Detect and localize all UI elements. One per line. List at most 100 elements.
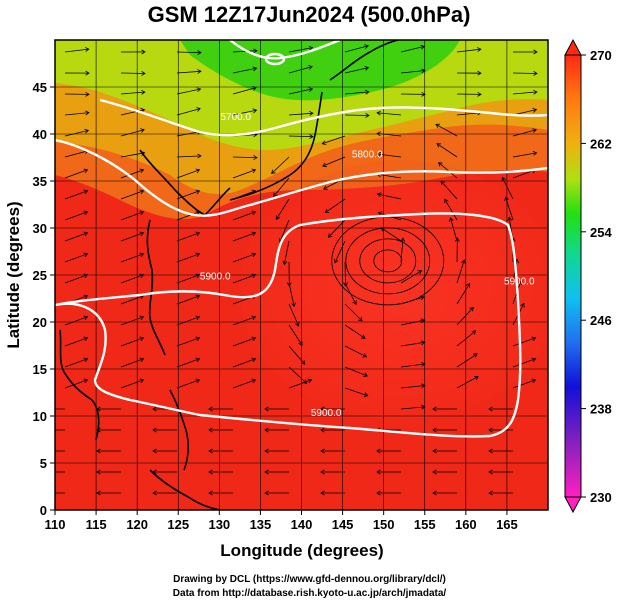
streamline-arrowhead <box>421 68 426 74</box>
streamline <box>377 112 402 116</box>
streamline <box>232 109 257 116</box>
streamline-arrowhead <box>141 89 146 95</box>
streamline <box>502 177 514 200</box>
streamline-arrowhead <box>321 140 327 145</box>
streamline-arrowhead <box>320 427 325 433</box>
streamline <box>176 232 200 242</box>
streamline-arrowhead <box>195 231 201 237</box>
streamline-arrowhead <box>291 302 296 308</box>
streamline <box>120 169 144 179</box>
streamline-arrowhead <box>501 176 506 182</box>
x-tick-label: 125 <box>167 517 189 532</box>
streamline <box>176 316 200 326</box>
coastline-china-east <box>146 219 166 356</box>
streamline <box>444 199 458 221</box>
streamline-arrowhead <box>152 448 157 454</box>
x-tick-label: 155 <box>414 517 436 532</box>
colorbar-tick-label: 262 <box>590 136 612 151</box>
chart-figure: GSM 12Z17Jun2024 (500.0hPa) 5900.05900.0… <box>4 2 612 560</box>
streamline <box>400 46 425 53</box>
streamline-arrowhead <box>273 192 278 197</box>
streamline-arrowhead <box>365 113 370 118</box>
x-tick-label: 130 <box>208 517 230 532</box>
streamline-arrowhead <box>376 110 381 116</box>
streamline-arrowhead <box>251 273 257 279</box>
streamline <box>176 358 200 368</box>
streamline-arrowhead <box>251 168 257 174</box>
streamline-arrowhead <box>323 185 328 190</box>
streamline-arrowhead <box>208 427 213 433</box>
streamline-arrowhead <box>307 378 313 384</box>
streamline-arrowhead <box>252 86 257 91</box>
streamline <box>322 156 346 167</box>
x-tick-label: 110 <box>45 517 66 532</box>
streamline-arrowhead <box>517 280 522 286</box>
streamline-arrowhead <box>420 340 426 346</box>
contour-5600 <box>229 40 341 60</box>
streamline <box>400 385 425 389</box>
streamline-arrowhead <box>251 252 257 258</box>
streamline-arrowhead <box>520 302 525 308</box>
streamline-arrowhead <box>376 448 381 454</box>
streamline-arrowhead <box>358 316 363 322</box>
streamline <box>344 366 368 377</box>
vortex-streamline <box>345 227 431 295</box>
streamline-arrowhead <box>195 357 201 363</box>
contour-label: 5900.0 <box>311 408 342 419</box>
streamline-arrowhead <box>141 49 146 55</box>
streamline <box>64 337 88 347</box>
streamline-arrowhead <box>275 215 280 220</box>
streamline-arrowhead <box>365 89 370 95</box>
streamline <box>288 282 295 307</box>
contour-label: 5900.0 <box>504 276 535 287</box>
streamline <box>176 253 200 263</box>
streamline <box>344 345 367 358</box>
streamline <box>232 358 256 368</box>
streamline-arrowhead <box>251 231 257 237</box>
streamline-arrowhead <box>264 490 269 496</box>
streamline-arrowhead <box>473 353 478 358</box>
streamline <box>288 66 313 74</box>
streamline-arrowhead <box>83 231 89 237</box>
streamline <box>288 324 303 346</box>
y-tick-label: 10 <box>33 409 47 424</box>
streamline <box>325 198 346 213</box>
streamline <box>120 253 144 263</box>
streamline-arrowhead <box>432 469 437 475</box>
streamline <box>64 130 89 137</box>
streamline <box>283 240 290 265</box>
y-axis-label: Latitude (degrees) <box>4 201 23 348</box>
streamline-arrowhead <box>83 336 89 342</box>
x-tick-label: 150 <box>373 517 395 532</box>
streamline-arrowhead <box>83 378 89 384</box>
credit-data-source: Data from http://database.rish.kyoto-u.a… <box>172 588 447 599</box>
streamline-arrowhead <box>264 406 269 412</box>
streamline-arrowhead <box>83 294 89 300</box>
streamline <box>232 379 256 389</box>
streamline-arrowhead <box>83 168 89 174</box>
streamline-arrowhead <box>41 449 44 453</box>
streamline <box>279 219 290 243</box>
streamline <box>344 261 346 287</box>
streamline <box>176 211 200 221</box>
streamline-arrowhead <box>196 107 201 112</box>
streamline <box>436 143 458 158</box>
streamline-arrowhead <box>85 91 90 97</box>
vortex-streamline <box>373 249 403 273</box>
y-tick-label: 0 <box>40 503 47 518</box>
streamline-arrowhead <box>440 180 445 186</box>
streamline <box>64 358 88 368</box>
streamline <box>400 406 425 410</box>
streamline <box>288 112 313 116</box>
coastline-indochina <box>59 329 100 441</box>
streamline <box>64 316 88 326</box>
streamline-arrowhead <box>320 469 325 475</box>
streamline-arrowhead <box>195 294 201 300</box>
streamline <box>456 353 478 368</box>
streamline <box>377 193 402 200</box>
streamline-arrowhead <box>477 70 482 76</box>
streamline-arrowhead <box>295 321 300 327</box>
coastline-japan <box>229 91 323 201</box>
x-tick-label: 120 <box>126 517 148 532</box>
streamline-arrowhead <box>195 252 201 258</box>
